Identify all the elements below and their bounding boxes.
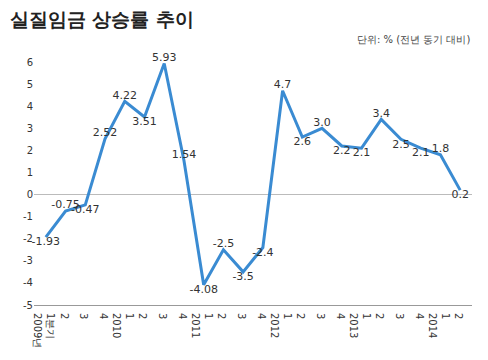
svg-text:-1.93: -1.93 [32,235,60,248]
svg-text:4: 4 [256,313,267,319]
svg-text:-1: -1 [23,211,33,222]
svg-text:2: 2 [59,313,70,319]
svg-text:2.2: 2.2 [333,144,351,157]
svg-text:3: 3 [394,313,405,319]
svg-text:-4.08: -4.08 [189,283,217,296]
svg-text:-2.5: -2.5 [213,237,234,250]
svg-text:12014: 12014 [427,313,451,338]
svg-text:1: 1 [27,167,33,178]
svg-text:2.5: 2.5 [392,138,410,151]
svg-text:4: 4 [335,313,346,319]
svg-text:단위: % (전년 동기 대비): 단위: % (전년 동기 대비) [357,34,470,45]
svg-text:-2.4: -2.4 [252,246,273,259]
svg-text:2: 2 [374,313,385,319]
svg-text:2.1: 2.1 [353,146,371,159]
svg-text:12010: 12010 [111,313,135,338]
svg-text:0.2: 0.2 [451,188,469,201]
svg-text:12012: 12012 [269,313,293,338]
svg-text:2: 2 [27,145,33,156]
svg-text:2: 2 [216,313,227,319]
svg-text:4: 4 [177,313,188,319]
svg-text:-0.75: -0.75 [51,198,79,211]
svg-text:3.0: 3.0 [313,116,331,129]
svg-text:2.1: 2.1 [412,146,430,159]
svg-text:5.93: 5.93 [152,51,177,64]
svg-text:-3.5: -3.5 [232,270,253,283]
svg-text:3: 3 [27,123,33,134]
svg-text:3: 3 [157,313,168,319]
svg-text:4: 4 [98,313,109,319]
svg-text:-5: -5 [23,300,33,311]
svg-text:2: 2 [137,313,148,319]
svg-text:3.51: 3.51 [132,115,157,128]
svg-text:1분기2009년: 1분기2009년 [32,313,56,348]
svg-text:3: 3 [315,313,326,319]
svg-text:-0.47: -0.47 [71,203,99,216]
svg-text:4.7: 4.7 [274,78,292,91]
svg-text:1.54: 1.54 [172,148,197,161]
svg-text:-4: -4 [23,277,33,288]
svg-text:2: 2 [295,313,306,319]
svg-text:4: 4 [27,101,33,112]
svg-text:6: 6 [27,57,33,68]
svg-text:-2: -2 [23,233,33,244]
svg-text:2.52: 2.52 [93,126,118,139]
svg-text:-3: -3 [23,255,33,266]
svg-text:실질임금 상승률 추이: 실질임금 상승률 추이 [10,8,194,30]
svg-text:12011: 12011 [190,313,214,338]
svg-text:2.6: 2.6 [294,135,312,148]
svg-text:1.8: 1.8 [432,142,450,155]
svg-text:4.22: 4.22 [113,89,138,102]
svg-text:4: 4 [414,313,425,319]
svg-text:0: 0 [27,189,33,200]
svg-text:3: 3 [236,313,247,319]
svg-text:12013: 12013 [348,313,372,338]
svg-text:3: 3 [78,313,89,319]
svg-text:5: 5 [27,79,33,90]
svg-text:2: 2 [453,313,464,319]
svg-text:3.4: 3.4 [372,107,390,120]
